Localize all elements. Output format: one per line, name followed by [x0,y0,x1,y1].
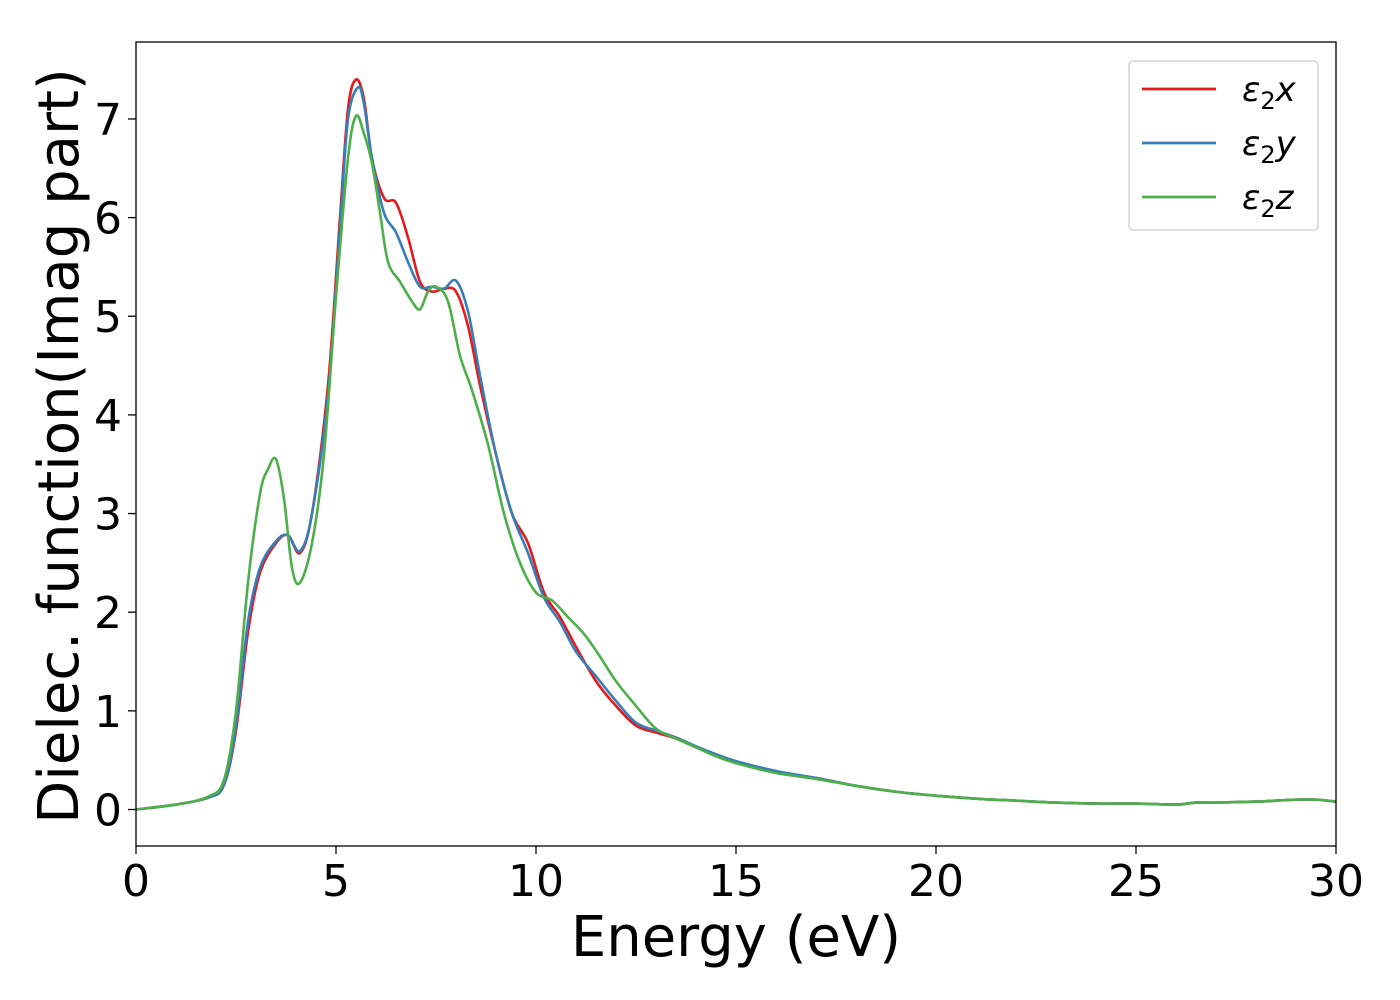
series-line-z [136,113,1336,811]
x-tick-label: 25 [1108,856,1164,907]
y-axis-ticks: 0 1 2 3 4 5 6 7 [94,95,136,836]
series-layer [136,78,1336,811]
y-tick-label: 0 [94,785,122,836]
y-axis-label: Dielec. function(Imag part) [27,68,92,824]
x-tick-label: 5 [322,856,350,907]
legend: ε2x ε2y ε2z [1128,60,1319,231]
y-tick-label: 4 [94,391,122,442]
y-tick-label: 3 [94,490,122,541]
x-axis-ticks: 0 5 10 15 20 25 30 [122,846,1364,907]
y-tick-label: 7 [94,95,122,146]
x-axis-label: Energy (eV) [571,905,901,970]
y-tick-label: 6 [94,194,122,245]
legend-frame [1128,60,1319,231]
x-tick-label: 10 [508,856,564,907]
legend-label-x: ε2x [1242,70,1297,115]
x-tick-label: 20 [908,856,964,907]
x-tick-label: 0 [122,856,150,907]
x-tick-label: 30 [1308,856,1364,907]
y-tick-label: 1 [94,687,122,738]
legend-label-y: ε2y [1242,124,1297,169]
y-tick-label: 5 [94,292,122,343]
y-tick-label: 2 [94,588,122,639]
x-tick-label: 15 [708,856,764,907]
legend-label-z: ε2z [1242,178,1295,223]
